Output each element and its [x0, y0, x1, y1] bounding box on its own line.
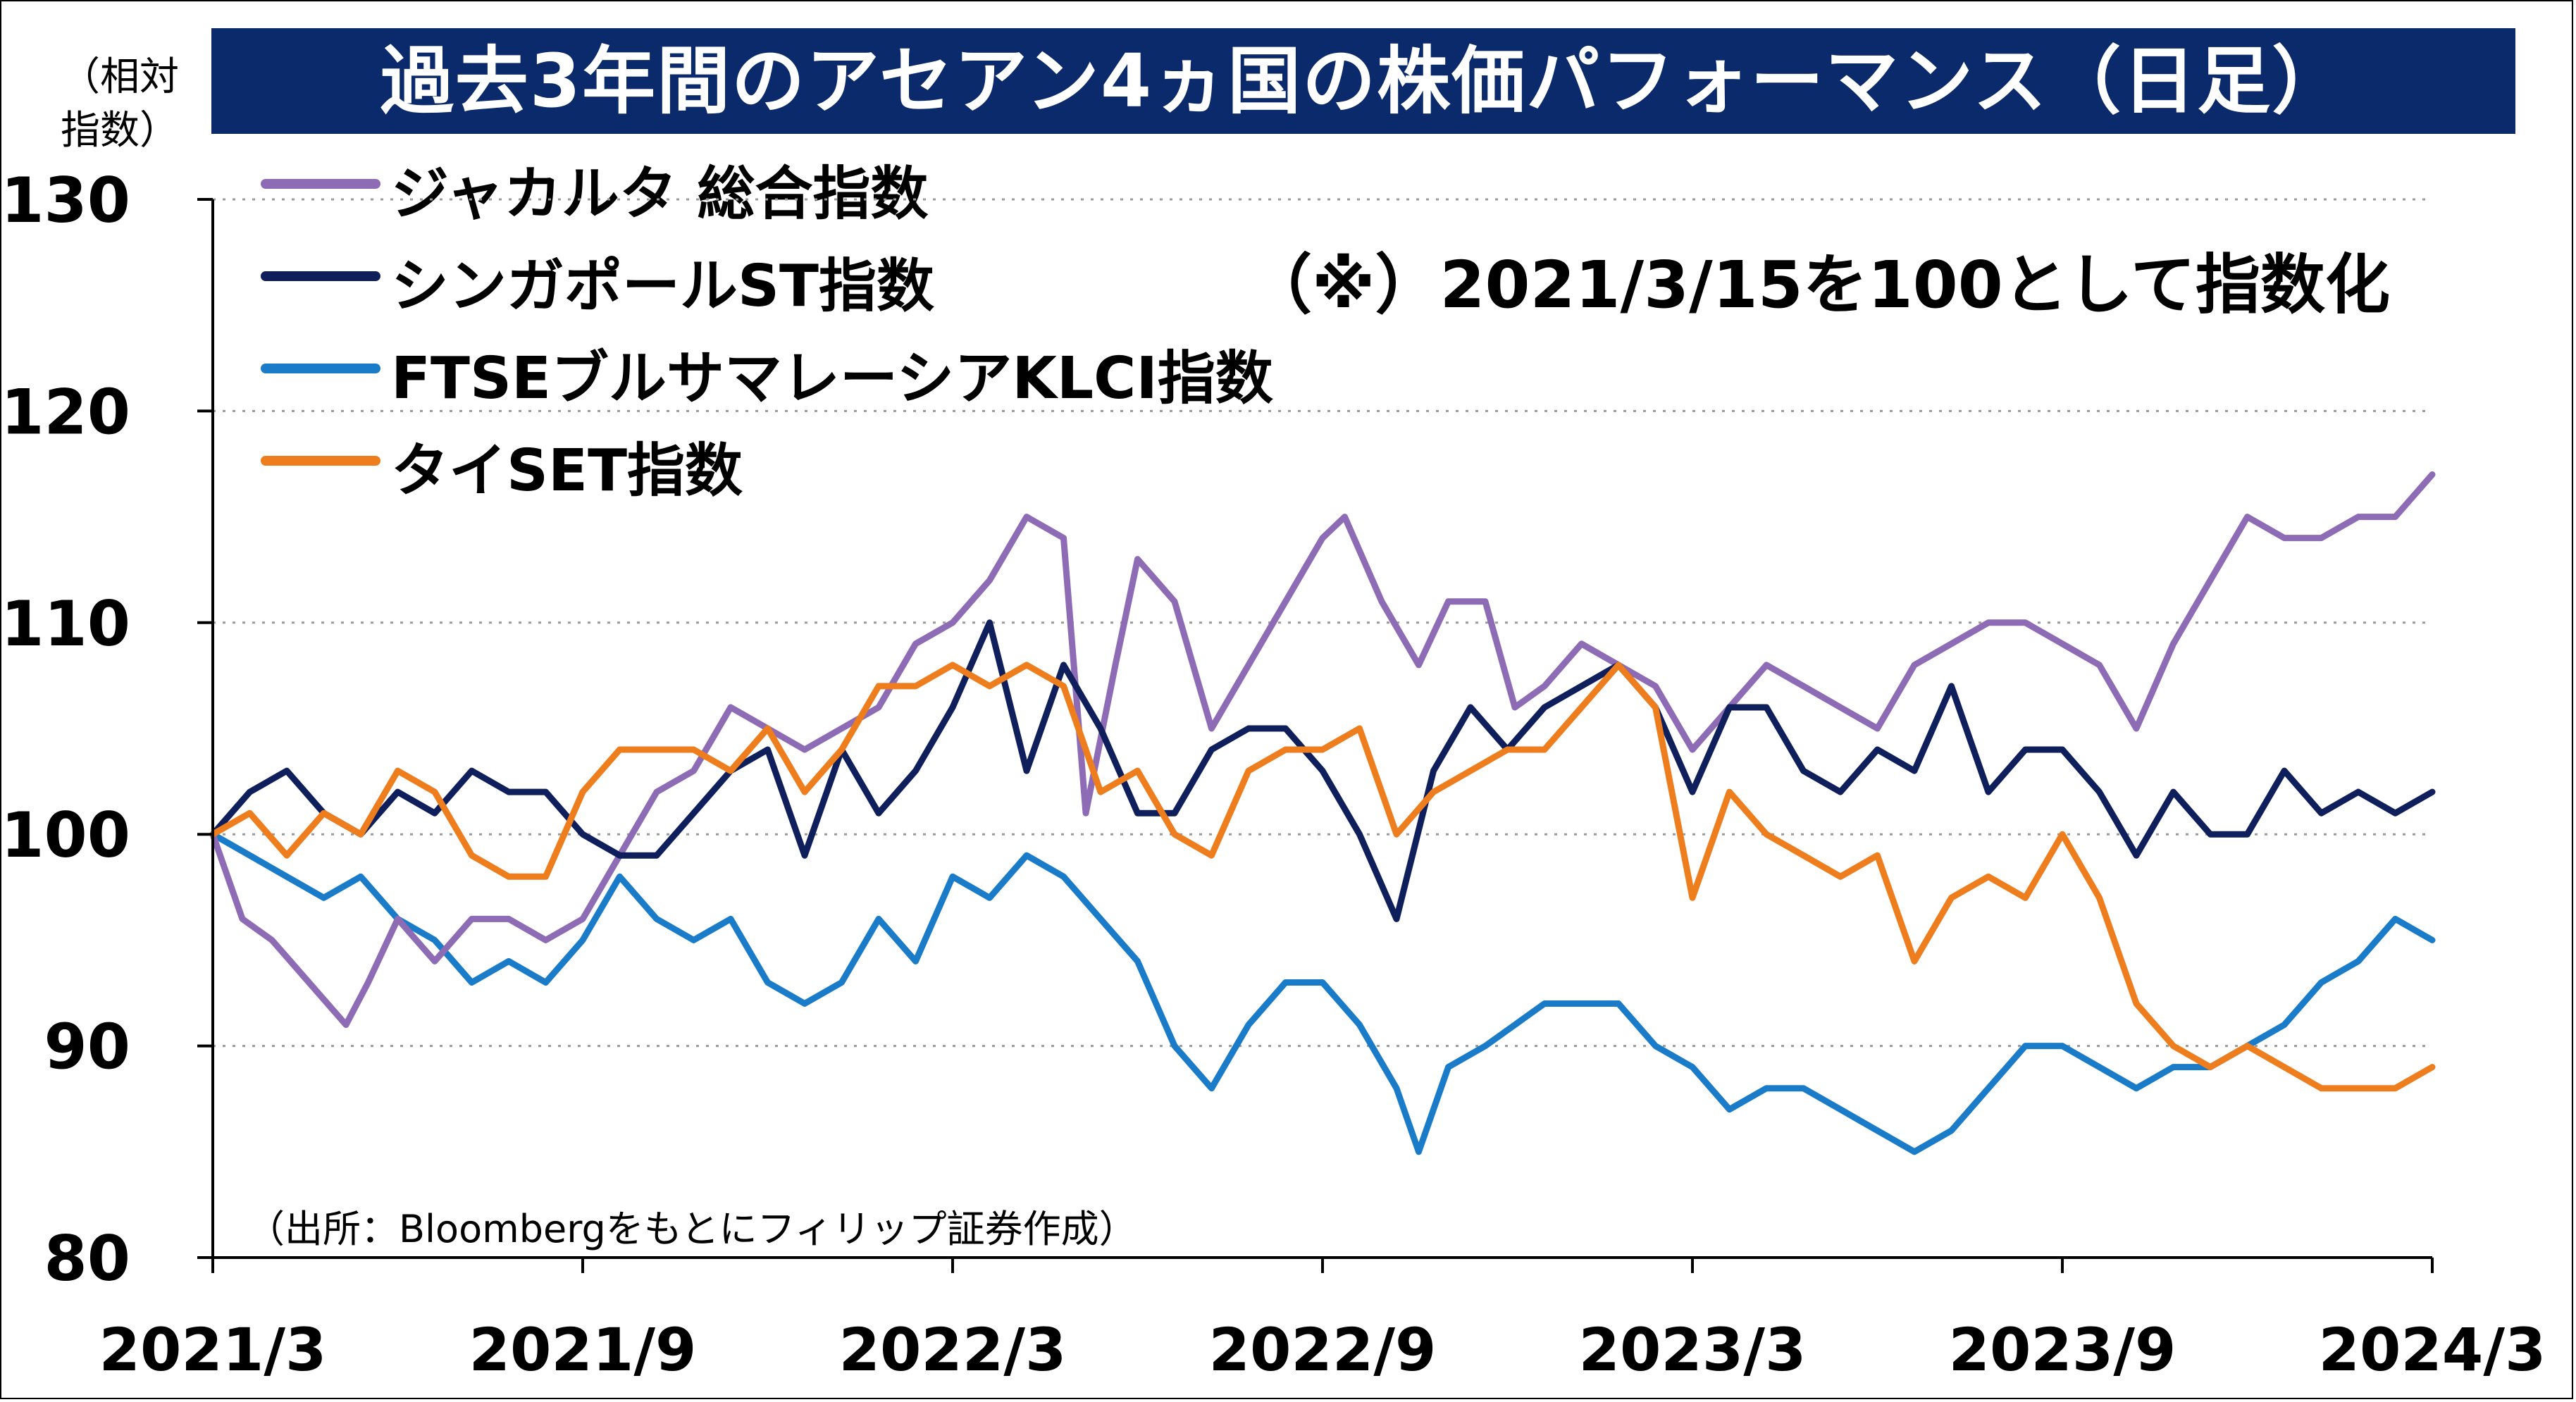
series-line-3 [209, 662, 2436, 1092]
y-tick-labels: 80 90 100 110 120 130 [1, 164, 213, 1295]
x-tick-label-5: 2023/9 [1949, 1315, 2176, 1384]
y-tick-label-90: 90 [44, 1011, 130, 1084]
y-tick-label-100: 100 [1, 799, 130, 871]
title-banner: 過去3年間のアセアン4ヵ国の株価パフォーマンス（日足） [211, 28, 2515, 134]
axes [211, 199, 2432, 1259]
x-tick-label-2: 2022/3 [839, 1315, 1067, 1384]
x-tick-label-4: 2023/3 [1579, 1315, 1807, 1384]
chart-title: 過去3年間のアセアン4ヵ国の株価パフォーマンス（日足） [380, 38, 2347, 124]
y-axis-unit-label: （相対 指数） [61, 54, 179, 154]
grid-lines [213, 198, 2432, 1048]
series-line-0 [209, 471, 2436, 1029]
index-note: （※）2021/3/15を100として指数化 [1247, 247, 2391, 323]
legend-swatch-thailand [261, 456, 380, 466]
legend-label-singapore: シンガポールST指数 [391, 253, 934, 320]
x-tick-labels: 2021/3 2021/9 2022/3 2022/9 2023/3 2023/9 2024… [99, 1258, 2546, 1384]
x-tick-label-1: 2021/9 [469, 1315, 697, 1384]
legend-label-thailand: タイSET指数 [391, 438, 743, 504]
legend-label-jakarta: ジャカルタ 総合指数 [391, 161, 929, 228]
legend-label-malaysia: FTSEブルサマレーシアKLCI指数 [391, 345, 1273, 412]
y-tick-label-130: 130 [1, 164, 130, 237]
legend-swatch-malaysia [261, 364, 380, 373]
source-note: （出所：Bloombergをもとにフィリップ証券作成） [247, 1207, 1137, 1251]
y-tick-label-80: 80 [44, 1222, 130, 1295]
series-lines [209, 471, 2436, 1155]
series-line-2 [209, 831, 2436, 1155]
y-tick-label-120: 120 [1, 376, 130, 448]
x-tick-label-3: 2022/9 [1209, 1315, 1437, 1384]
x-tick-label-0: 2021/3 [99, 1315, 327, 1384]
y-tick-label-110: 110 [1, 588, 130, 660]
series-line-1 [209, 619, 2436, 922]
legend-swatch-jakarta [261, 179, 380, 189]
legend-swatch-singapore [261, 271, 380, 281]
x-tick-label-6: 2024/3 [2319, 1315, 2546, 1384]
